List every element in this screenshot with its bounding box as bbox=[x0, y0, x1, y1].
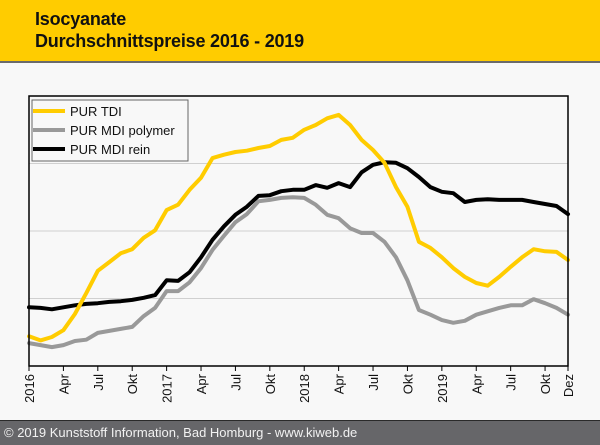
x-axis-ticks: 2016 Apr Jul Okt 2017 Apr Jul Okt 2018 Apr Jul Okt 2… bbox=[22, 366, 576, 403]
legend-label-pur-mdi-polymer: PUR MDI polymer bbox=[70, 123, 175, 138]
x-tick-label: Dez bbox=[561, 374, 576, 397]
x-tick-label: Okt bbox=[538, 374, 553, 395]
plot-frame bbox=[28, 95, 569, 367]
x-tick-label: Okt bbox=[400, 374, 415, 395]
series-lines bbox=[27, 112, 570, 350]
series-line-pur-mdi-polymer bbox=[27, 195, 570, 350]
legend-label-pur-mdi-rein: PUR MDI rein bbox=[70, 142, 150, 157]
x-tick-label: Apr bbox=[56, 373, 71, 394]
x-tick-label: Jul bbox=[504, 374, 519, 391]
x-tick-label: Apr bbox=[332, 373, 347, 394]
series-line-pur-tdi bbox=[27, 112, 570, 343]
x-tick-label: 2018 bbox=[297, 374, 312, 403]
x-tick-label: 2019 bbox=[435, 374, 450, 403]
footer-bar: © 2019 Kunststoff Information, Bad Hombu… bbox=[0, 420, 600, 445]
legend-label-pur-tdi: PUR TDI bbox=[70, 104, 122, 119]
x-tick-label: Okt bbox=[263, 374, 278, 395]
chart-title: Isocyanate bbox=[35, 9, 127, 29]
gridlines bbox=[29, 163, 568, 299]
x-tick-label: Jul bbox=[228, 374, 243, 391]
x-tick-label: 2017 bbox=[160, 374, 175, 403]
x-tick-label: Apr bbox=[194, 373, 209, 394]
x-tick-label: Jul bbox=[91, 374, 106, 391]
x-tick-label: Apr bbox=[469, 373, 484, 394]
x-tick-label: 2016 bbox=[22, 374, 37, 403]
copyright-text: © 2019 Kunststoff Information, Bad Hombu… bbox=[4, 425, 358, 440]
x-tick-label: Jul bbox=[366, 374, 381, 391]
series-line-pur-mdi-rein bbox=[27, 160, 570, 312]
x-tick-label: Okt bbox=[125, 374, 140, 395]
legend: PUR TDI PUR MDI polymer PUR MDI rein bbox=[31, 99, 189, 162]
chart-header: Isocyanate Durchschnittspreise 2016 - 20… bbox=[0, 0, 600, 63]
chart-subtitle: Durchschnittspreise 2016 - 2019 bbox=[35, 31, 304, 51]
